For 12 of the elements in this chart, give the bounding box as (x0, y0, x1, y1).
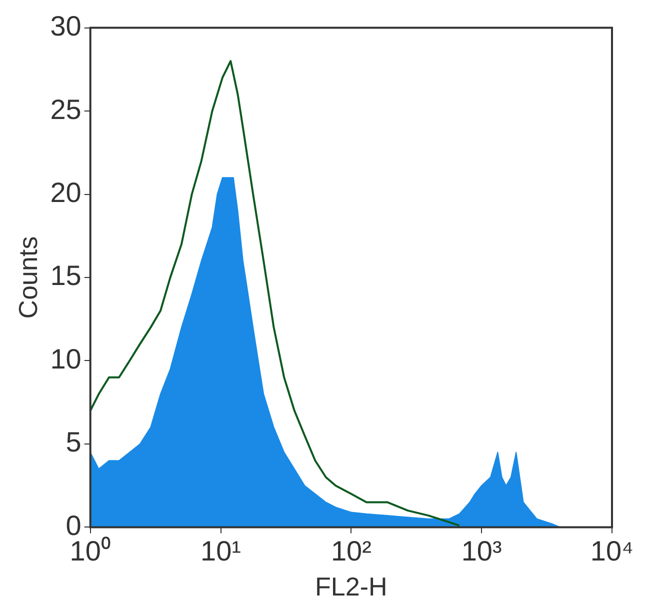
y-tick-label: 15 (50, 260, 82, 292)
x-tick-label: 10² (330, 536, 372, 567)
x-axis-title: FL2-H (315, 572, 388, 602)
x-tick-label: 10³ (461, 536, 502, 567)
y-axis-title: Counts (12, 236, 43, 319)
x-tick-label: 10⁴ (590, 536, 634, 567)
y-tick-label: 5 (66, 426, 82, 458)
x-tick-label: 10¹ (200, 536, 241, 567)
y-tick-label: 30 (50, 10, 82, 42)
y-tick-label: 10 (50, 343, 82, 374)
y-tick-label: 20 (50, 176, 82, 208)
y-tick-label: 25 (50, 94, 82, 125)
